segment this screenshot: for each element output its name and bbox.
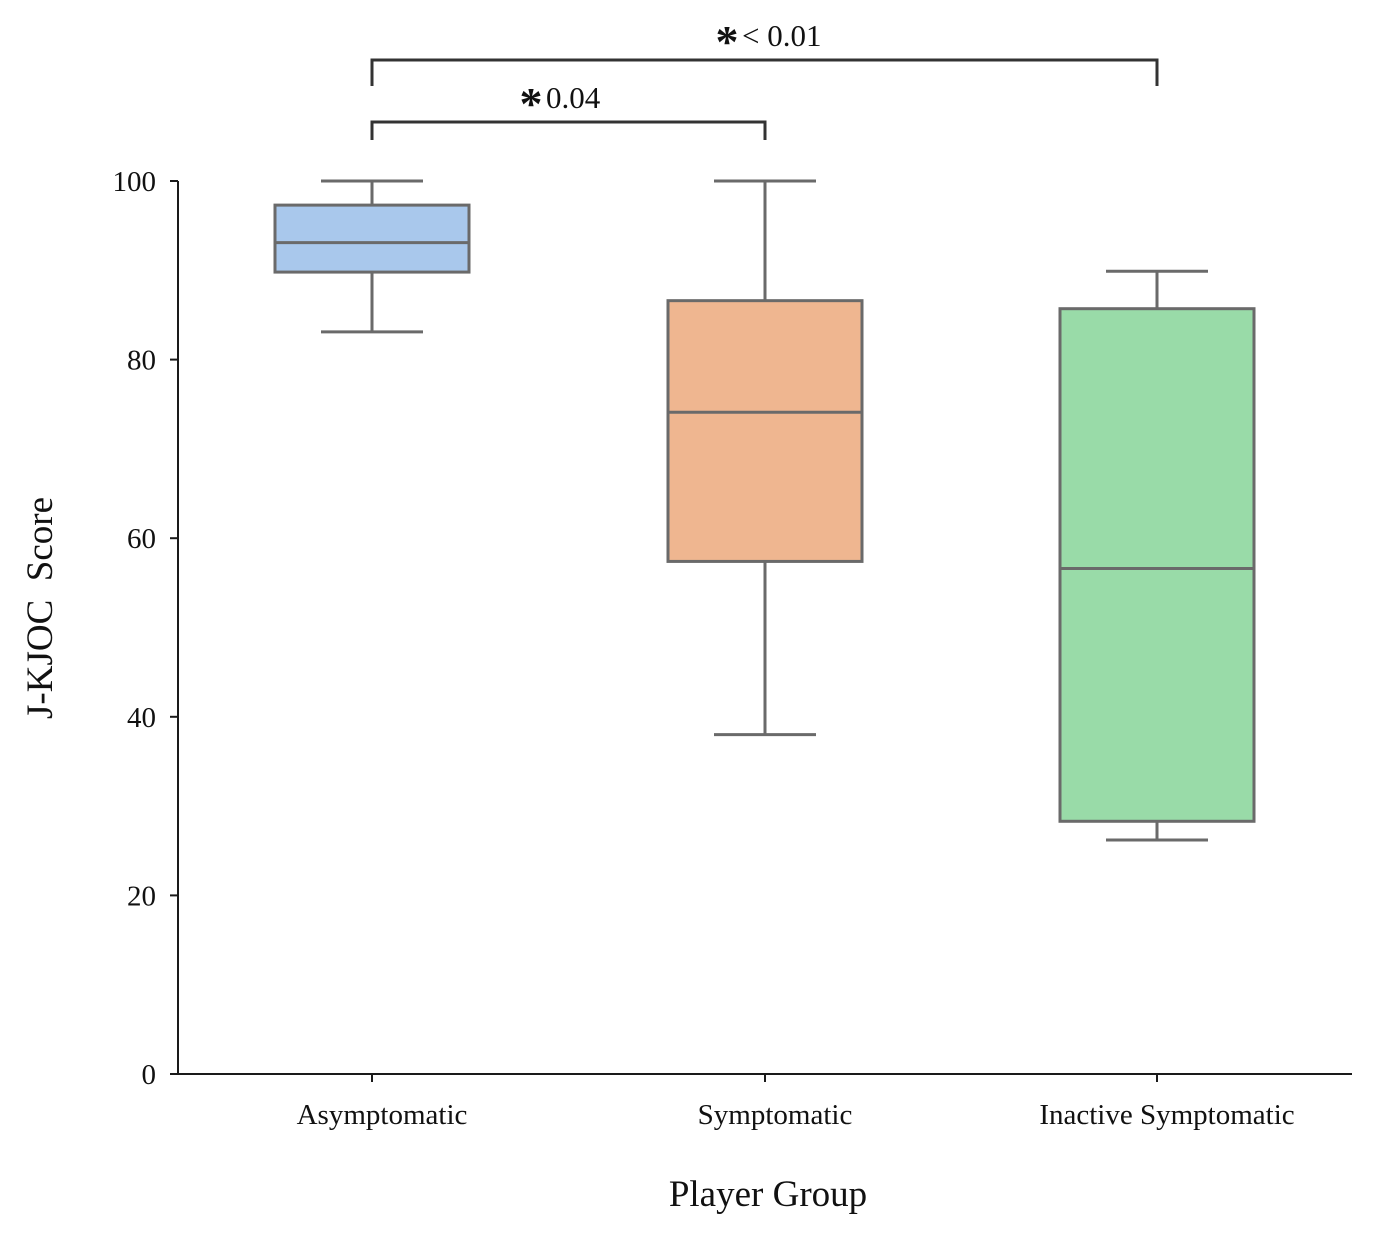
box-2 bbox=[666, 179, 864, 737]
y-tick-label: 60 bbox=[127, 523, 156, 555]
y-tick-label: 20 bbox=[127, 880, 156, 912]
y-axis-title: J-KJOC Score bbox=[20, 497, 61, 719]
boxes bbox=[273, 179, 1256, 842]
x-tick-label: Symptomatic bbox=[698, 1099, 853, 1131]
axes: 0 20 40 60 80 100 Asymptomatic Symptomatic Inact… bbox=[113, 166, 1352, 1131]
p-value-label: < 0.01 bbox=[742, 18, 821, 53]
box-1 bbox=[273, 179, 471, 334]
iqr-box bbox=[1058, 307, 1256, 823]
p-value-label: 0.04 bbox=[546, 80, 601, 115]
x-axis-title: Player Group bbox=[669, 1174, 867, 1215]
y-tick-label: 40 bbox=[127, 702, 156, 734]
bracket-line bbox=[370, 120, 767, 140]
significance-star: * bbox=[520, 78, 543, 129]
iqr-box bbox=[666, 299, 864, 563]
significance-bracket-1: * 0.04 bbox=[370, 78, 767, 140]
significance-bracket-2: * < 0.01 bbox=[370, 16, 1159, 86]
x-tick-label: Inactive Symptomatic bbox=[1039, 1099, 1294, 1131]
significance-star: * bbox=[716, 16, 739, 67]
iqr-box bbox=[273, 203, 471, 274]
y-tick-label: 80 bbox=[127, 345, 156, 377]
bracket-line bbox=[370, 58, 1159, 86]
y-tick-label: 0 bbox=[142, 1059, 157, 1091]
significance-brackets: * 0.04* < 0.01 bbox=[370, 16, 1159, 140]
y-tick-label: 100 bbox=[113, 166, 157, 198]
box-3 bbox=[1058, 269, 1256, 842]
x-tick-label: Asymptomatic bbox=[297, 1099, 468, 1131]
